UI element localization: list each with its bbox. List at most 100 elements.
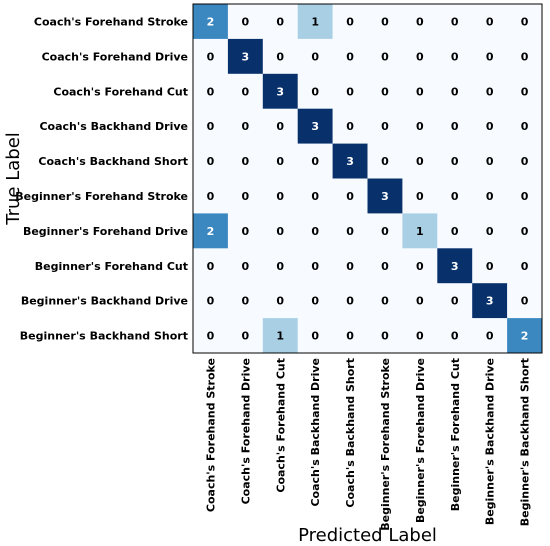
heatmap-cell-value: 0 — [381, 85, 389, 98]
heatmap-cell — [297, 38, 333, 75]
heatmap-cell — [297, 213, 333, 249]
y-tick-label: Beginner's Backhand Short — [20, 330, 188, 343]
heatmap-cell-value: 0 — [416, 155, 424, 168]
heatmap-cell-value: 0 — [521, 295, 529, 308]
heatmap-cell-value: 0 — [207, 50, 215, 63]
heatmap-cell-value: 1 — [416, 225, 424, 238]
heatmap-cell-value: 0 — [486, 330, 494, 343]
heatmap-cell-value: 0 — [486, 85, 494, 98]
heatmap-cell — [367, 108, 403, 144]
y-tick-label: Beginner's Forehand Stroke — [15, 190, 188, 203]
heatmap-cell — [193, 213, 229, 249]
heatmap-cell-value: 0 — [311, 85, 319, 98]
heatmap-cell — [437, 38, 473, 75]
heatmap-cell-value: 0 — [276, 260, 284, 273]
x-tick-label: Beginner's Forehand Cut — [449, 358, 462, 511]
heatmap-cell — [262, 248, 298, 284]
heatmap-cell — [367, 213, 403, 249]
heatmap-cell-value: 3 — [311, 120, 319, 133]
heatmap-cell — [227, 4, 264, 40]
heatmap-cell-value: 0 — [451, 330, 459, 343]
heatmap-cell — [227, 248, 264, 284]
heatmap-cell — [193, 143, 229, 179]
heatmap-cell-value: 0 — [381, 50, 389, 63]
heatmap-cell-value: 2 — [207, 15, 215, 28]
heatmap-cell-value: 0 — [451, 85, 459, 98]
heatmap-cell-value: 0 — [276, 15, 284, 28]
heatmap-cell-value: 0 — [486, 155, 494, 168]
heatmap-cell-value: 0 — [207, 190, 215, 203]
heatmap-cell-value: 0 — [381, 15, 389, 28]
heatmap-cell — [297, 318, 333, 354]
heatmap-cell-value: 0 — [486, 190, 494, 203]
heatmap-cell-value: 0 — [242, 15, 250, 28]
heatmap-cell — [332, 143, 368, 179]
heatmap-cell — [332, 178, 368, 214]
heatmap-cell-value: 0 — [381, 120, 389, 133]
heatmap-cell — [507, 108, 543, 144]
heatmap-cell — [332, 73, 368, 109]
heatmap-cell — [332, 248, 368, 284]
heatmap-cell — [227, 38, 264, 75]
heatmap-cell — [472, 4, 508, 40]
heatmap-cell-value: 0 — [311, 190, 319, 203]
heatmap-cell — [367, 73, 403, 109]
heatmap-cell — [332, 108, 368, 144]
heatmap-cell-value: 0 — [207, 295, 215, 308]
heatmap-cell-value: 0 — [486, 225, 494, 238]
heatmap-cell — [437, 4, 473, 40]
heatmap-cell-value: 1 — [311, 15, 319, 28]
x-tick-label: Beginner's Forehand Drive — [414, 358, 427, 523]
heatmap-cell-value: 3 — [276, 85, 284, 98]
heatmap-cell — [297, 73, 333, 109]
heatmap-cell — [193, 4, 229, 40]
heatmap-cell-value: 0 — [311, 50, 319, 63]
x-tick-label: Beginner's Backhand Short — [519, 358, 532, 526]
heatmap-cell — [437, 73, 473, 109]
heatmap-cell — [193, 108, 229, 144]
x-tick-label: Beginner's Forehand Stroke — [379, 358, 392, 531]
heatmap-cell — [193, 178, 229, 214]
heatmap-cell — [367, 143, 403, 179]
heatmap-cell — [507, 248, 543, 284]
heatmap-cell-value: 0 — [381, 225, 389, 238]
heatmap-cell-value: 0 — [242, 85, 250, 98]
heatmap-cell — [227, 143, 264, 179]
heatmap-cell-value: 0 — [451, 190, 459, 203]
heatmap-cell-value: 0 — [276, 225, 284, 238]
heatmap-cell — [332, 4, 368, 40]
heatmap-cell-value: 0 — [242, 225, 250, 238]
heatmap-cell — [332, 213, 368, 249]
heatmap-cell — [367, 4, 403, 40]
heatmap-cell — [437, 318, 473, 354]
y-tick-labels: Coach's Forehand Stroke Coach's Forehand … — [15, 15, 188, 342]
heatmap-cell-value: 0 — [381, 295, 389, 308]
heatmap-cell — [262, 4, 298, 40]
heatmap-cell-value: 0 — [381, 260, 389, 273]
heatmap-cell-value: 0 — [346, 260, 354, 273]
heatmap-cell — [402, 318, 438, 354]
heatmap-cell — [297, 4, 333, 40]
heatmap-cell-value: 3 — [486, 295, 494, 308]
heatmap-cell — [297, 283, 333, 319]
heatmap-cell — [402, 178, 438, 214]
heatmap-cell-value: 0 — [346, 120, 354, 133]
heatmap-cell — [472, 283, 508, 319]
heatmap-cell — [437, 108, 473, 144]
heatmap-cell-value: 0 — [521, 190, 529, 203]
heatmap-cell-value: 0 — [242, 260, 250, 273]
y-tick-label: Coach's Backhand Short — [38, 155, 188, 168]
heatmap-cell — [227, 283, 264, 319]
heatmap-cell — [507, 143, 543, 179]
heatmap-cell — [402, 283, 438, 319]
heatmap-cell — [507, 213, 543, 249]
heatmap-cell-value: 0 — [416, 120, 424, 133]
x-tick-labels: Coach's Forehand Stroke Coach's Forehand … — [204, 358, 531, 531]
heatmap-cell — [402, 143, 438, 179]
heatmap-cell-value: 3 — [242, 50, 250, 63]
x-tick-label: Beginner's Backhand Drive — [484, 358, 497, 525]
heatmap-cell-value: 3 — [346, 155, 354, 168]
heatmap-cell — [437, 213, 473, 249]
heatmap-cell — [472, 143, 508, 179]
plot-frame — [192, 3, 543, 354]
